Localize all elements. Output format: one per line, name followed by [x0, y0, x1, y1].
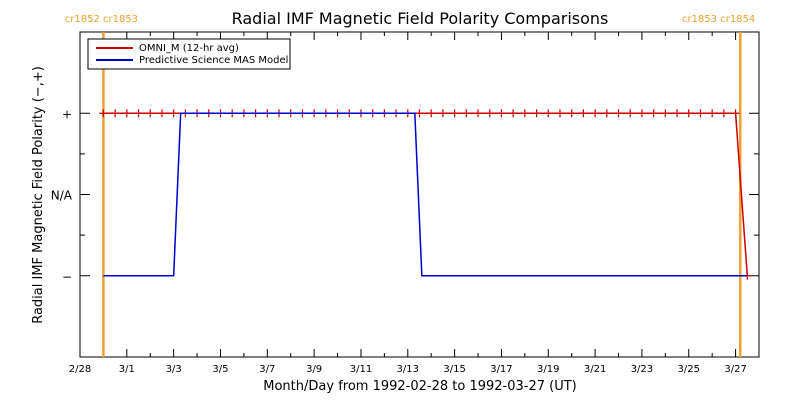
- x-tick-label: 3/1: [119, 364, 135, 375]
- y-tick-label: −: [62, 270, 72, 284]
- series-line-1: [103, 112, 748, 277]
- data-point-omni: [134, 109, 143, 118]
- data-point-omni: [602, 109, 611, 118]
- data-point-omni: [509, 109, 518, 118]
- x-tick-label: 3/17: [490, 364, 512, 375]
- data-point-omni: [99, 109, 108, 118]
- carrington-markers: cr1852 cr1853 cr1853 cr1854: [65, 14, 755, 357]
- x-tick-label: 3/21: [584, 364, 606, 375]
- data-point-omni: [719, 109, 728, 118]
- x-tick-label: 3/19: [537, 364, 559, 375]
- x-tick-label: 3/7: [259, 364, 275, 375]
- data-point-omni: [146, 109, 155, 118]
- carrington-label: cr1853 cr1854: [682, 14, 755, 25]
- series-line-0: [103, 112, 749, 276]
- data-point-omni: [169, 109, 178, 118]
- axis-ticks: 2/28 3/1 3/3 3/5 3/7 3/9 3/11 3/13 3/15 3/17 3/19 3…: [51, 31, 760, 375]
- data-point-omni: [485, 109, 494, 118]
- plot-frame: [79, 31, 760, 358]
- y-axis-label: Radial IMF Magnetic Field Polarity (−,+): [31, 66, 46, 324]
- data-point-omni: [567, 109, 576, 118]
- data-point-omni: [731, 109, 740, 118]
- data-point-omni: [626, 109, 635, 118]
- data-point-omni: [474, 109, 483, 118]
- series-layer: [99, 109, 752, 280]
- data-point-omni: [462, 109, 471, 118]
- x-tick-label: 3/27: [724, 364, 746, 375]
- data-point-omni: [520, 109, 529, 118]
- x-tick-label: 2/28: [69, 364, 91, 375]
- y-tick-label: +: [62, 107, 72, 121]
- data-point-omni: [497, 109, 506, 118]
- x-tick-label: 3/5: [212, 364, 228, 375]
- x-tick-label: 3/23: [631, 364, 653, 375]
- data-point-omni: [614, 109, 623, 118]
- legend-label-mas: Predictive Science MAS Model: [139, 55, 288, 66]
- x-tick-label: 3/13: [397, 364, 419, 375]
- carrington-label: cr1852 cr1853: [65, 14, 138, 25]
- x-tick-label: 3/3: [166, 364, 182, 375]
- x-tick-label: 3/25: [678, 364, 700, 375]
- x-tick-label: 3/11: [350, 364, 372, 375]
- x-axis-label: Month/Day from 1992-02-28 to 1992-03-27 …: [263, 379, 576, 394]
- y-tick-label: N/A: [51, 189, 73, 203]
- data-point-omni: [532, 109, 541, 118]
- data-point-omni: [637, 109, 646, 118]
- data-point-omni: [438, 109, 447, 118]
- data-point-omni: [544, 109, 553, 118]
- legend-box: [87, 38, 291, 70]
- chart-title: Radial IMF Magnetic Field Polarity Compa…: [232, 9, 609, 28]
- data-point-omni: [696, 109, 705, 118]
- legend-label-omni: OMNI_M (12-hr avg): [139, 43, 239, 54]
- data-point-omni: [579, 109, 588, 118]
- data-point-omni: [450, 109, 459, 118]
- data-point-omni: [415, 109, 424, 118]
- data-point-omni: [673, 109, 682, 118]
- data-point-omni: [427, 109, 436, 118]
- data-point-omni: [684, 109, 693, 118]
- data-point-omni: [708, 109, 717, 118]
- x-tick-label: 3/15: [443, 364, 465, 375]
- data-point-omni: [649, 109, 658, 118]
- data-point-omni: [111, 109, 120, 118]
- data-point-omni: [157, 109, 166, 118]
- data-point-omni: [122, 109, 131, 118]
- data-point-omni: [591, 109, 600, 118]
- legend: OMNI_M (12-hr avg) Predictive Science MA…: [87, 38, 291, 70]
- data-point-omni: [661, 109, 670, 118]
- x-tick-label: 3/9: [306, 364, 322, 375]
- data-point-omni: [555, 109, 564, 118]
